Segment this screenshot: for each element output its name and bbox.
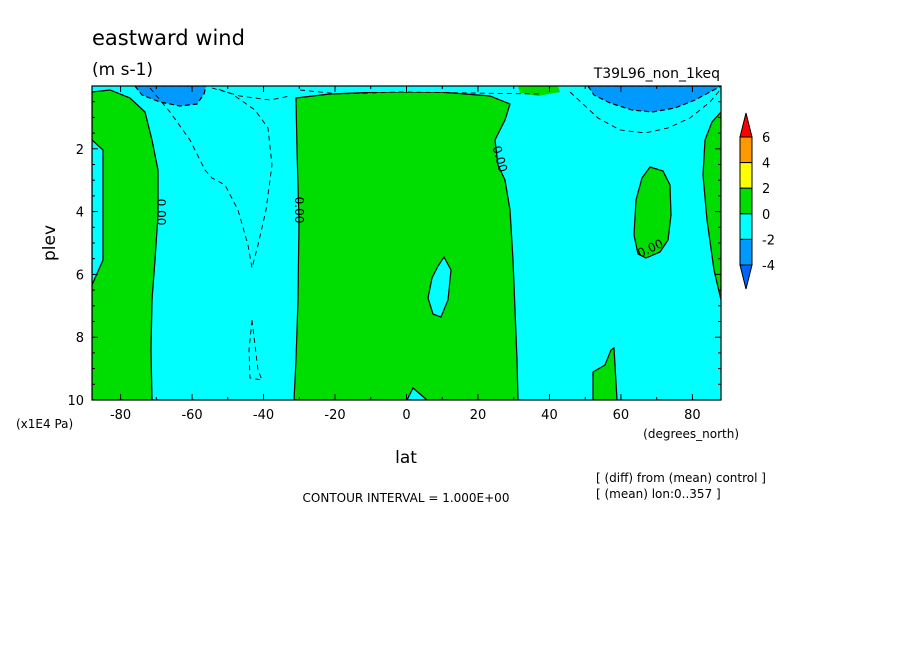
chart-units: (m s-1)	[92, 60, 153, 80]
region-positive-edge-north	[702, 111, 721, 301]
colorbar-swatch	[739, 238, 753, 266]
x-axis-units: (degrees_north)	[643, 427, 739, 441]
y-axis-units: (x1E4 Pa)	[16, 417, 73, 431]
region-positive-patch-north	[633, 166, 672, 259]
colorbar-swatch	[739, 112, 753, 138]
region-negative-hole	[427, 255, 452, 318]
y-tick-label: 4	[76, 206, 84, 221]
x-tick-label: 20	[470, 408, 487, 423]
y-tick-label: 10	[67, 394, 84, 409]
colorbar-swatch	[739, 213, 753, 240]
colorbar-swatch	[739, 162, 753, 189]
x-tick-label: -20	[324, 408, 345, 423]
contour-line-negative	[299, 89, 541, 95]
contour-line-negative	[149, 87, 273, 269]
region-positive-band-south	[92, 89, 159, 400]
colorbar-swatch	[739, 136, 753, 164]
contour-line-negative	[569, 89, 721, 134]
x-tick-label: 40	[541, 408, 558, 423]
colorbar-label: 2	[762, 182, 770, 197]
x-tick-label: -60	[181, 408, 202, 423]
colorbar: 6 4 2 0 -2 -4	[739, 112, 775, 290]
x-axis-label: lat	[395, 448, 417, 468]
x-tick-label: -80	[110, 408, 131, 423]
contour-field	[92, 86, 721, 400]
run-label: T39L96_non_1keq	[593, 66, 720, 82]
contour-label: 0.00	[154, 199, 168, 226]
region-negative-bottom-notch	[406, 387, 428, 400]
contour-label: 0.00	[490, 144, 510, 173]
y-axis-label: plev	[40, 225, 60, 261]
colorbar-label: 4	[762, 157, 770, 172]
contour-line-negative	[248, 319, 263, 381]
x-tick-label: 0	[402, 408, 410, 423]
chart-title: eastward wind	[92, 26, 245, 50]
contour-labels: 0.00 0.00 0.00 0.00	[154, 144, 665, 260]
note-mean: [ (mean) lon:0..357 ]	[596, 487, 721, 501]
colorbar-swatch	[739, 187, 753, 215]
region-positive-patch-north-lower	[592, 346, 618, 400]
note-diff: [ (diff) from (mean) control ]	[596, 471, 766, 485]
contour-interval: CONTOUR INTERVAL = 1.000E+00	[303, 491, 510, 505]
x-axis: -80 -60 -40 -20 0 20 40 60 80	[110, 86, 701, 423]
region-negative-core-north	[587, 86, 721, 113]
colorbar-label: -2	[762, 233, 775, 248]
y-tick-label: 6	[76, 268, 84, 283]
x-tick-label: 60	[613, 408, 630, 423]
x-tick-label: -40	[253, 408, 274, 423]
region-positive-band-tropics	[293, 91, 519, 400]
y-tick-label: 8	[76, 331, 84, 346]
region-negative-notch	[92, 139, 104, 286]
colorbar-label: 0	[762, 208, 770, 223]
contour-label: 0.00	[292, 197, 306, 224]
x-tick-label: 80	[684, 408, 701, 423]
colorbar-swatch	[739, 264, 753, 290]
y-tick-label: 2	[76, 143, 84, 158]
region-negative-top-strip	[210, 86, 510, 92]
colorbar-label: -4	[762, 259, 775, 274]
colorbar-label: 6	[762, 131, 770, 146]
y-axis: 2 4 6 8 10	[67, 101, 721, 409]
